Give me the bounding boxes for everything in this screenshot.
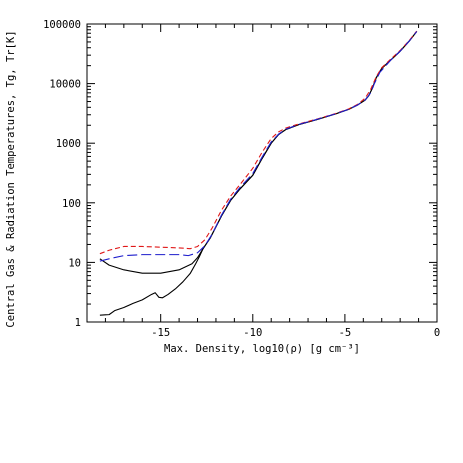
x-axis-title: Max. Density, log10(ρ) [g cm⁻³] — [164, 343, 360, 355]
y-tick-label: 10000 — [49, 79, 81, 91]
x-tick-label: -5 — [339, 327, 352, 339]
x-tick-label: 0 — [434, 327, 440, 339]
y-tick-label: 100000 — [43, 19, 81, 31]
y-tick-label: 100 — [62, 198, 81, 210]
x-tick-label: -15 — [151, 327, 170, 339]
series-line-4 — [99, 31, 418, 262]
series-line-3 — [99, 30, 418, 255]
x-tick-label: -10 — [243, 327, 262, 339]
plot-frame — [86, 23, 438, 323]
y-tick-label: 1000 — [56, 138, 81, 150]
y-tick-label: 1 — [75, 317, 81, 329]
series-line-1 — [99, 31, 418, 274]
y-tick-label: 10 — [68, 257, 81, 269]
y-axis-title: Central Gas & Radiation Temperatures, Tg… — [5, 30, 17, 327]
